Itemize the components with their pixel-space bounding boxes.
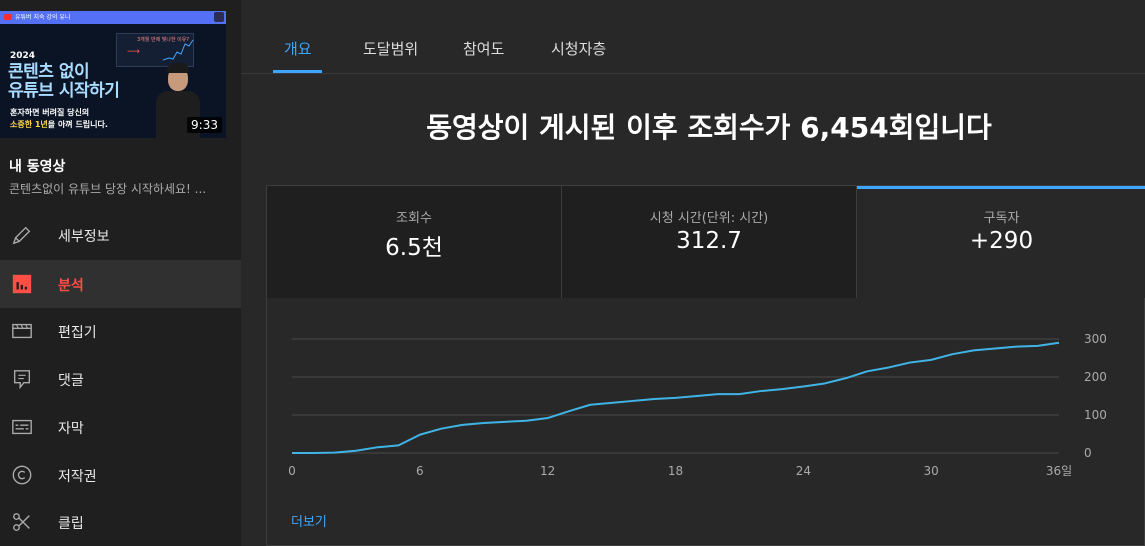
video-duration: 9:33 [187, 117, 222, 133]
sidebar-item-copyright[interactable]: 저작권 [0, 451, 241, 499]
y-tick-label: 300 [1084, 332, 1107, 346]
sidebar-item-comments[interactable]: 댓글 [0, 355, 241, 403]
sidebar: 유튜버 지숙 강의 유니 3개월 만에 빛나한 이유? ⟶ 2024 콘텐츠 없… [0, 0, 241, 546]
see-more-link[interactable]: 더보기 [291, 515, 327, 530]
metric-views[interactable]: 조회수 6.5천 [267, 186, 562, 298]
tab-engagement[interactable]: 참여도 [463, 40, 505, 58]
tab-audience[interactable]: 시청자층 [551, 40, 607, 58]
y-tick-label: 200 [1084, 370, 1107, 384]
thumbnail-sub-2: 소중한 1년을 아껴 드립니다. [10, 119, 108, 130]
headline-suffix: 회입니다 [888, 111, 992, 144]
y-tick-label: 0 [1084, 446, 1092, 460]
x-tick-label: 12 [540, 464, 555, 478]
thumbnail-headline-2: 유튜브 시작하기 [8, 81, 120, 101]
analytics-card: 조회수 6.5천 시청 시간(단위: 시간) 312.7 구독자 +290 0 1… [266, 185, 1145, 546]
thumbnail-mini-caption: 3개월 만에 빛나한 이유? [137, 37, 190, 43]
tab-reach[interactable]: 도달범위 [363, 40, 419, 58]
sidebar-item-details[interactable]: 세부정보 [0, 211, 241, 259]
mini-trend-graphic [162, 39, 194, 61]
video-title[interactable]: 콘텐츠없이 유튜브 당장 시작하세요! ... [9, 182, 207, 196]
sidebar-item-editor[interactable]: 편집기 [0, 307, 241, 355]
x-tick-label: 0 [288, 464, 296, 478]
sidebar-item-label: 분석 [58, 278, 84, 294]
thumbnail-sub-2-highlight: 소중한 1년 [10, 120, 48, 129]
comments-icon [13, 370, 31, 390]
x-tick-label: 36일 [1046, 464, 1072, 478]
sidebar-item-label: 클립 [58, 516, 84, 532]
metric-value: 6.5천 [385, 235, 443, 261]
copyright-icon [12, 465, 32, 485]
sidebar-item-analytics[interactable]: 분석 [0, 260, 241, 308]
metric-value: +290 [969, 228, 1034, 254]
channel-badge-icon [214, 12, 224, 22]
y-tick-label: 100 [1084, 408, 1107, 422]
subtitles-icon [12, 419, 32, 435]
youtube-logo-icon [4, 14, 12, 20]
sidebar-item-label: 저작권 [58, 469, 97, 485]
thumbnail-top-text: 유튜버 지숙 강의 유니 [15, 14, 71, 21]
active-tab-indicator [273, 70, 322, 73]
section-title: 내 동영상 [9, 159, 66, 175]
thumbnail-year: 2024 [10, 51, 36, 61]
metric-label: 구독자 [983, 211, 1020, 226]
sidebar-item-label: 세부정보 [58, 229, 110, 245]
tab-divider [241, 73, 1145, 74]
metric-value: 312.7 [676, 228, 742, 254]
sidebar-item-subtitles[interactable]: 자막 [0, 403, 241, 451]
sidebar-item-label: 자막 [58, 421, 84, 437]
tab-overview[interactable]: 개요 [284, 40, 312, 58]
editor-icon [12, 323, 32, 339]
metric-label: 시청 시간(단위: 시간) [649, 211, 769, 226]
scissors-icon [13, 513, 30, 531]
x-tick-label: 6 [416, 464, 424, 478]
thumbnail-top-bar: 유튜버 지숙 강의 유니 [0, 11, 226, 24]
x-tick-label: 30 [924, 464, 939, 478]
metric-watch-time[interactable]: 시청 시간(단위: 시간) 312.7 [562, 186, 857, 298]
metric-subscribers[interactable]: 구독자 +290 [857, 186, 1145, 298]
headline-prefix: 동영상이 게시된 이후 조회수가 [426, 111, 801, 144]
sidebar-item-clips[interactable]: 클립 [0, 498, 241, 546]
x-tick-label: 24 [796, 464, 811, 478]
thumbnail-sub-1: 혼자하면 버려질 당신의 [10, 108, 90, 117]
subscribers-series-line [292, 341, 1060, 454]
analytics-icon [12, 274, 32, 294]
subscribers-line-chart[interactable]: 0 100 200 300 0 6 12 18 24 30 36일 [267, 298, 1145, 508]
arrow-right-icon: ⟶ [127, 47, 140, 57]
views-headline: 동영상이 게시된 이후 조회수가 6,454회입니다 [266, 106, 1145, 146]
headline-count: 6,454 [800, 111, 889, 144]
metric-label: 조회수 [396, 211, 432, 226]
video-thumbnail[interactable]: 유튜버 지숙 강의 유니 3개월 만에 빛나한 이유? ⟶ 2024 콘텐츠 없… [0, 11, 226, 138]
thumbnail-mini-chart: 3개월 만에 빛나한 이유? ⟶ [116, 33, 194, 67]
thumbnail-headline-1: 콘텐츠 없이 [8, 62, 90, 82]
pencil-icon [12, 226, 31, 245]
sidebar-item-label: 편집기 [58, 325, 97, 341]
sidebar-item-label: 댓글 [58, 373, 84, 389]
thumbnail-sub-2-rest: 을 아껴 드립니다. [47, 120, 108, 129]
x-tick-label: 18 [668, 464, 683, 478]
